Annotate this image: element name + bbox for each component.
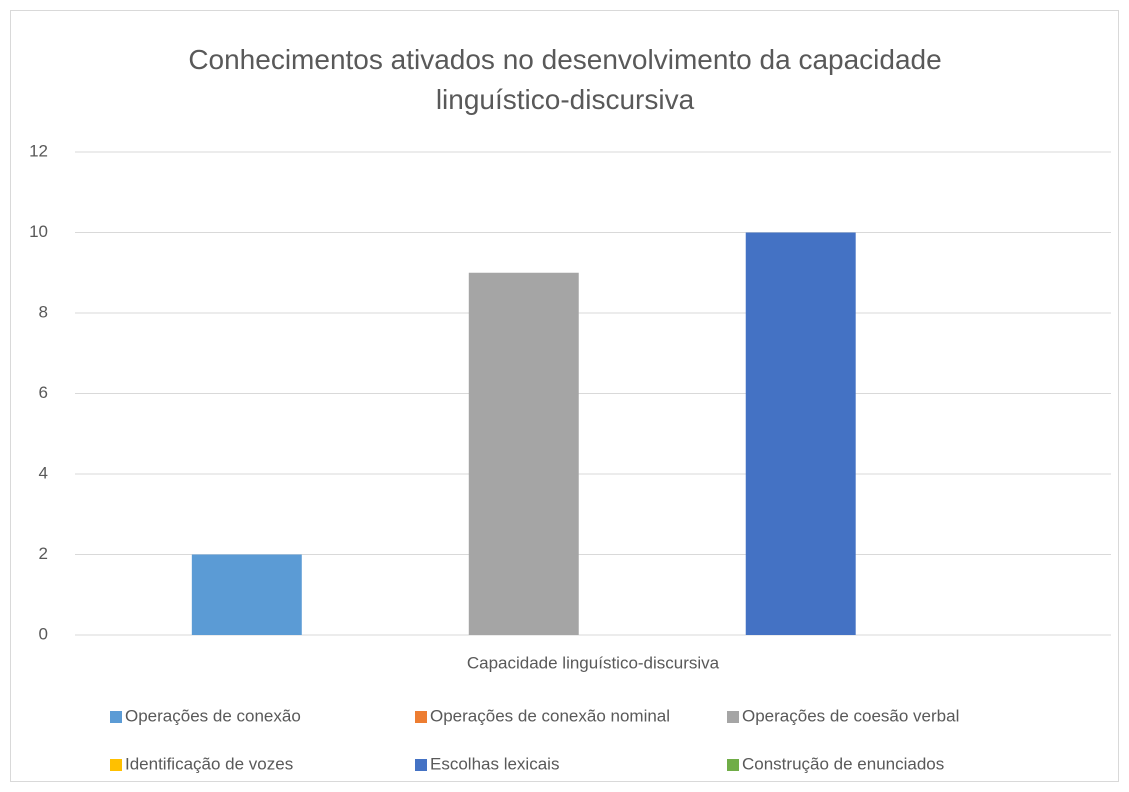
chart-title: Conhecimentos ativados no desenvolviment… [188,44,942,115]
legend-swatch [110,759,122,771]
bar [468,272,579,635]
legend-swatch [415,759,427,771]
legend-swatch [415,711,427,723]
bar [191,554,302,635]
legend-label: Operações de coesão verbal [742,706,959,725]
legend-label: Identificação de vozes [125,754,293,773]
bar [745,232,856,635]
legend-label: Operações de conexão nominal [430,706,670,725]
y-tick-label: 12 [29,141,48,160]
y-tick-label: 2 [39,544,48,563]
x-tick-label: Capacidade linguístico-discursiva [467,653,720,672]
legend-swatch [110,711,122,723]
legend-swatch [727,759,739,771]
y-tick-label: 10 [29,222,48,241]
legend-label: Escolhas lexicais [430,754,559,773]
y-tick-label: 4 [39,463,48,482]
legend-label: Construção de enunciados [742,754,944,773]
y-tick-label: 0 [39,624,48,643]
legend-label: Operações de conexão [125,706,301,725]
y-tick-label: 6 [39,383,48,402]
legend-swatch [727,711,739,723]
y-tick-label: 8 [39,302,48,321]
